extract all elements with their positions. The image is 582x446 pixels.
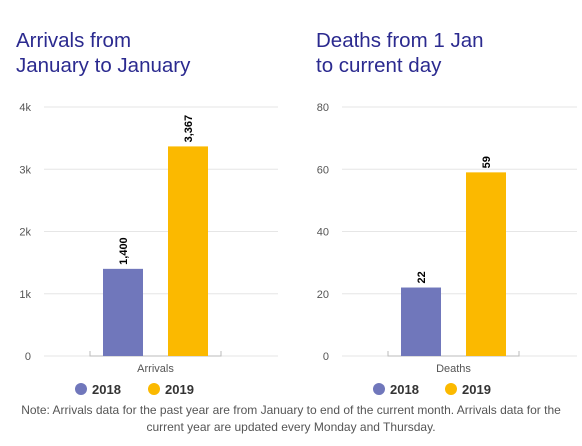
legend-marker-2019: [148, 383, 160, 395]
data-label-2018: 22: [416, 271, 428, 283]
arrivals-title-line-1: Arrivals from: [16, 29, 132, 52]
x-category-label: Arrivals: [137, 363, 174, 375]
data-label-2019: 3,367: [183, 115, 195, 143]
legend-marker-2018: [373, 383, 385, 395]
x-category-label: Deaths: [436, 363, 471, 375]
y-tick-label: 0: [25, 351, 31, 363]
legend-label-2019: 2019: [165, 382, 194, 397]
x-axis-line: [387, 351, 520, 357]
x-axis-line: [89, 351, 222, 357]
footnote: Note: Arrivals data for the past year ar…: [0, 402, 582, 436]
data-label-2019: 59: [481, 156, 493, 168]
arrivals-title-line-2: January to January: [16, 54, 191, 77]
deaths-title-line-1: Deaths from 1 Jan: [316, 29, 484, 52]
bar-2019: [168, 146, 208, 356]
arrivals-panel: Arrivals from January to January 0 1k 2k 3k…: [0, 0, 291, 405]
legend-marker-2018: [75, 383, 87, 395]
legend-marker-2019: [445, 383, 457, 395]
y-tick-label: 60: [317, 164, 329, 176]
y-tick-label: 40: [317, 227, 329, 239]
y-tick-label: 2k: [19, 227, 31, 239]
legend-label-2018: 2018: [390, 382, 419, 397]
y-tick-label: 1k: [19, 289, 31, 301]
y-tick-label: 4k: [19, 102, 31, 114]
y-tick-label: 0: [323, 351, 329, 363]
bar-2018: [401, 287, 441, 356]
arrivals-chart-title: Arrivals from January to January: [16, 28, 190, 78]
bar-2018: [103, 268, 143, 356]
y-tick-label: 80: [317, 102, 329, 114]
data-label-2018: 1,400: [118, 237, 130, 265]
deaths-bar-chart: 0 20 40 60 80 Deaths 22 59 2018 2019: [317, 102, 577, 397]
footnote-line-2: current year are updated every Monday an…: [146, 420, 436, 434]
deaths-title-line-2: to current day: [316, 54, 442, 77]
bar-2019: [466, 172, 506, 356]
deaths-chart-title: Deaths from 1 Jan to current day: [316, 28, 484, 78]
legend-label-2019: 2019: [462, 382, 491, 397]
arrivals-bar-chart: 0 1k 2k 3k 4k Arrivals 1,400 3,367 2018 2019: [19, 102, 278, 397]
deaths-panel: Deaths from 1 Jan to current day 0 20 40 60…: [291, 0, 582, 405]
footnote-line-1: Note: Arrivals data for the past year ar…: [21, 403, 561, 417]
legend-label-2018: 2018: [92, 382, 121, 397]
y-tick-label: 3k: [19, 164, 31, 176]
y-tick-label: 20: [317, 289, 329, 301]
